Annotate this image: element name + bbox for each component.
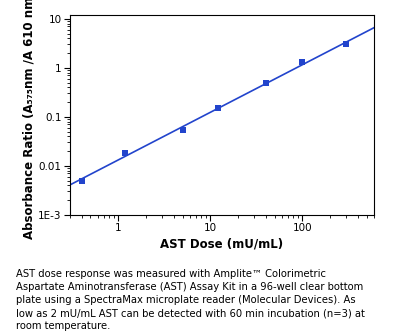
Point (78, 178, 85, 183)
Point (179, 127, 186, 132)
Point (299, 60, 306, 65)
Point (343, 42, 350, 47)
X-axis label: AST Dose (mU/mL): AST Dose (mU/mL) (160, 237, 284, 250)
Text: AST dose response was measured with Amplite™ Colorimetric
Aspartate Aminotransfe: AST dose response was measured with Ampl… (16, 268, 365, 331)
Y-axis label: Absorbance Ratio (A₅₇₅nm /A 610 nm): Absorbance Ratio (A₅₇₅nm /A 610 nm) (22, 0, 35, 239)
Point (262, 80, 269, 85)
Point (122, 151, 129, 156)
Point (214, 106, 221, 111)
